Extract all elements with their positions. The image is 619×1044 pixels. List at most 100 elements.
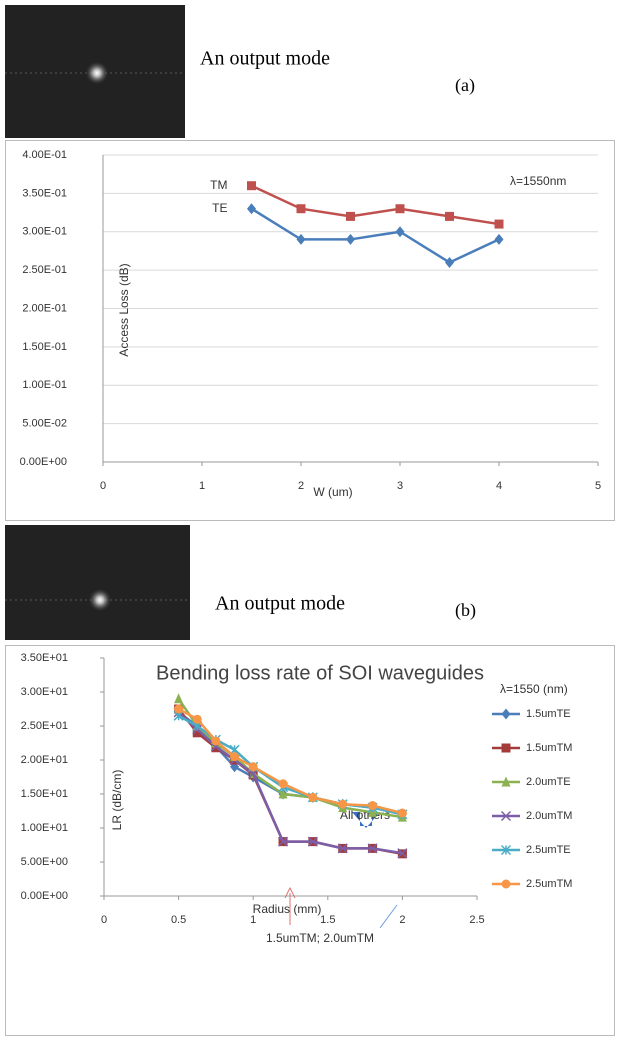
- line: [177, 708, 403, 856]
- line: [250, 207, 500, 264]
- y-tick-label: 1.50E-01: [22, 341, 67, 353]
- marker: [494, 233, 504, 245]
- series-label: TE: [212, 201, 227, 215]
- legend-marker: [501, 743, 511, 753]
- mode-spot: [85, 61, 109, 85]
- y-tick-label: 3.50E-01: [22, 187, 67, 199]
- x-tick-label: 2: [399, 914, 405, 926]
- legend-marker: [501, 776, 511, 787]
- marker: [278, 779, 288, 789]
- x-tick-label: 0: [101, 914, 107, 926]
- y-tick-label: 5.00E-02: [22, 418, 67, 430]
- x-tick-label: 2: [298, 480, 304, 492]
- marker: [248, 762, 258, 772]
- marker: [346, 211, 355, 221]
- marker: [445, 211, 454, 221]
- marker: [278, 836, 289, 847]
- legend-marker: [500, 810, 512, 822]
- series-label: TM: [210, 178, 227, 192]
- line: [178, 714, 403, 816]
- y-tick-label: 1.00E-01: [22, 379, 67, 391]
- x-tick-label: 1: [199, 480, 205, 492]
- mode-spot: [88, 588, 112, 612]
- y-tick-label: 1.00E+01: [21, 822, 68, 834]
- marker: [296, 233, 306, 245]
- y-axis-label: LR (dB/cm): [110, 770, 124, 831]
- marker: [346, 233, 355, 245]
- series: [247, 181, 504, 229]
- chart-title: Bending loss rate of SOI waveguides: [156, 662, 484, 684]
- marker: [192, 728, 202, 738]
- x-tick-label: 4: [496, 480, 502, 492]
- y-tick-label: 1.50E+01: [21, 788, 68, 800]
- legend-label: 1.5umTE: [526, 708, 571, 720]
- x-tick-label: 0: [100, 480, 106, 492]
- x-axis-label: Radius (mm): [253, 902, 322, 916]
- marker: [230, 752, 240, 762]
- line: [177, 711, 403, 855]
- y-axis-label: Access Loss (dB): [117, 263, 131, 356]
- panel-label: (b): [455, 600, 476, 621]
- legend-title: λ=1550 (nm): [500, 682, 568, 696]
- marker: [192, 714, 202, 724]
- panel-label: (a): [455, 75, 475, 96]
- marker: [395, 204, 405, 214]
- y-tick-label: 0.00E+00: [20, 456, 67, 468]
- marker: [247, 203, 256, 215]
- line: [177, 698, 403, 819]
- y-tick-label: 0.00E+00: [21, 890, 68, 902]
- series: [174, 704, 407, 818]
- line: [250, 184, 500, 226]
- mode-image: [5, 525, 190, 640]
- legend-marker: [500, 844, 512, 856]
- y-tick-label: 3.00E-01: [22, 226, 67, 238]
- marker: [337, 843, 348, 854]
- annotation: All others: [340, 808, 390, 822]
- chart-frame: [5, 645, 615, 1036]
- marker: [338, 799, 348, 809]
- y-tick-label: 2.50E+01: [21, 720, 68, 732]
- marker: [174, 704, 184, 714]
- annotation: λ=1550nm: [510, 174, 566, 188]
- y-tick-label: 3.00E+01: [21, 686, 68, 698]
- line: [178, 707, 403, 815]
- x-tick-label: 1: [250, 914, 256, 926]
- legend-marker: [501, 879, 511, 889]
- line: [177, 711, 403, 816]
- y-tick-label: 5.00E+00: [21, 856, 68, 868]
- annotation: 1.5umTM; 2.0umTM: [266, 931, 374, 945]
- x-tick-label: 3: [397, 480, 403, 492]
- y-tick-label: 2.50E-01: [22, 264, 67, 276]
- legend-marker: [501, 708, 511, 720]
- marker: [397, 848, 408, 859]
- marker: [494, 219, 504, 229]
- x-tick-label: 2.5: [469, 914, 484, 926]
- y-tick-label: 3.50E+01: [21, 652, 68, 664]
- legend-label: 2.5umTE: [526, 844, 571, 856]
- marker: [296, 204, 306, 214]
- caption: An output mode: [215, 593, 345, 615]
- marker: [397, 808, 407, 818]
- marker: [211, 736, 221, 746]
- marker: [308, 792, 318, 802]
- y-tick-label: 2.00E-01: [22, 302, 67, 314]
- series: [247, 203, 504, 268]
- series: [174, 704, 407, 859]
- y-tick-label: 2.00E+01: [21, 754, 68, 766]
- marker: [307, 836, 318, 847]
- caption: An output mode: [200, 48, 330, 70]
- marker: [174, 693, 184, 704]
- legend-label: 1.5umTM: [526, 742, 572, 754]
- marker: [445, 256, 454, 268]
- arrow: [284, 886, 296, 899]
- x-tick-label: 5: [595, 480, 601, 492]
- chart-frame: [5, 140, 615, 521]
- marker: [367, 843, 378, 854]
- marker: [395, 226, 405, 238]
- legend-label: 2.0umTE: [526, 776, 571, 788]
- series: [173, 707, 408, 859]
- arrow: [379, 904, 398, 929]
- x-axis-label: W (um): [313, 485, 352, 499]
- legend-label: 2.5umTM: [526, 878, 572, 890]
